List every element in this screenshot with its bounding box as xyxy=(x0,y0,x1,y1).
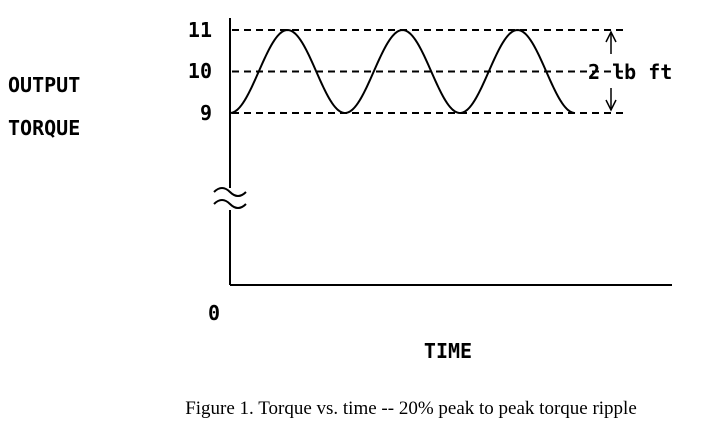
y-tick-label-9: 9 xyxy=(200,101,212,125)
y-tick-label-11: 11 xyxy=(188,18,212,42)
y-tick-label-10: 10 xyxy=(188,59,212,83)
torque-series-line xyxy=(229,28,576,115)
ripple-annotation-label: 2 lb ft xyxy=(588,60,672,84)
origin-label: 0 xyxy=(208,301,220,325)
y-axis-label-line-2: TORQUE xyxy=(8,116,80,140)
figure-caption: Figure 1. Torque vs. time -- 20% peak to… xyxy=(0,398,712,420)
x-axis-label: TIME xyxy=(424,339,472,363)
axis-break xyxy=(213,187,247,209)
caption-text: Figure 1. Torque vs. time -- 20% peak to… xyxy=(185,398,637,419)
ripple-annotation xyxy=(605,30,617,112)
reference-lines xyxy=(232,29,628,114)
y-axis-label-line-1: OUTPUT xyxy=(8,73,80,97)
